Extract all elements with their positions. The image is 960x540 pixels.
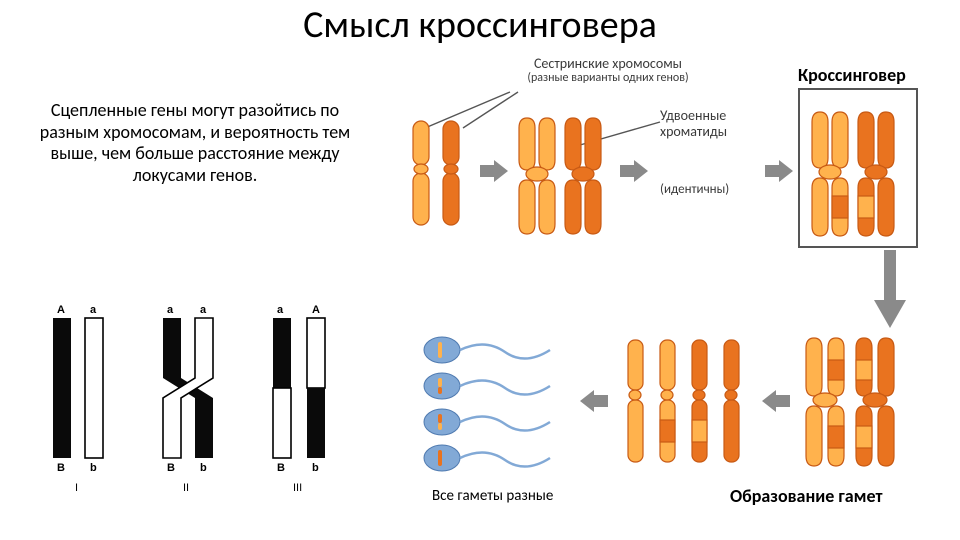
label-doubled: Удвоенные хроматиды (660, 108, 770, 140)
explanation-paragraph: Сцепленные гены могут разойтись по разны… (30, 100, 360, 186)
bw-phase-1 (53, 318, 103, 458)
arrow-left-1 (762, 390, 790, 412)
bw-crossover-diagram: A a a a a A B b B b B b I II III (35, 300, 365, 500)
arrow-right-3 (765, 160, 793, 182)
bw-letter: a (167, 304, 173, 316)
page-title: Смысл кроссинговера (0, 2, 960, 48)
bw-phase-3 (273, 318, 325, 458)
arrow-left-2 (580, 390, 608, 412)
bw-letter: a (277, 304, 283, 316)
bw-letter: B (57, 462, 65, 474)
label-all-gametes: Все гаметы разные (432, 488, 553, 505)
bw-letter: a (200, 304, 206, 316)
stage2-doubled-chromatids (515, 110, 610, 238)
stage5-four-chromatids (620, 334, 755, 474)
stage6-gametes (420, 330, 570, 480)
arrow-right-2 (620, 160, 648, 182)
bw-letter: B (277, 462, 285, 474)
bw-phase-2 (163, 318, 213, 458)
bw-letter: b (312, 462, 319, 474)
stage1-sister-chromosomes (405, 115, 475, 235)
label-identical: (идентичны) (660, 183, 729, 198)
bw-letter: a (90, 304, 96, 316)
stage4-recombined (800, 330, 910, 470)
label-doubled-text: Удвоенные хроматиды (660, 107, 727, 140)
bw-letter: b (90, 462, 97, 474)
label-gamete-formation: Образование гамет (730, 486, 882, 507)
bw-panel-num: I (75, 482, 78, 494)
label-crossover: Кроссинговер (798, 65, 906, 86)
bw-panel-num: II (183, 482, 189, 494)
arrow-down-from-crossover (870, 250, 910, 330)
bw-letter: A (312, 304, 320, 316)
bw-letter: b (200, 462, 207, 474)
label-sister-title: Сестринские хромосомы (498, 56, 718, 72)
bw-letter: B (167, 462, 175, 474)
stage3-crossover (808, 104, 908, 240)
bw-panel-num: III (293, 482, 302, 494)
bw-letter: A (57, 304, 65, 316)
arrow-right-1 (480, 160, 508, 182)
